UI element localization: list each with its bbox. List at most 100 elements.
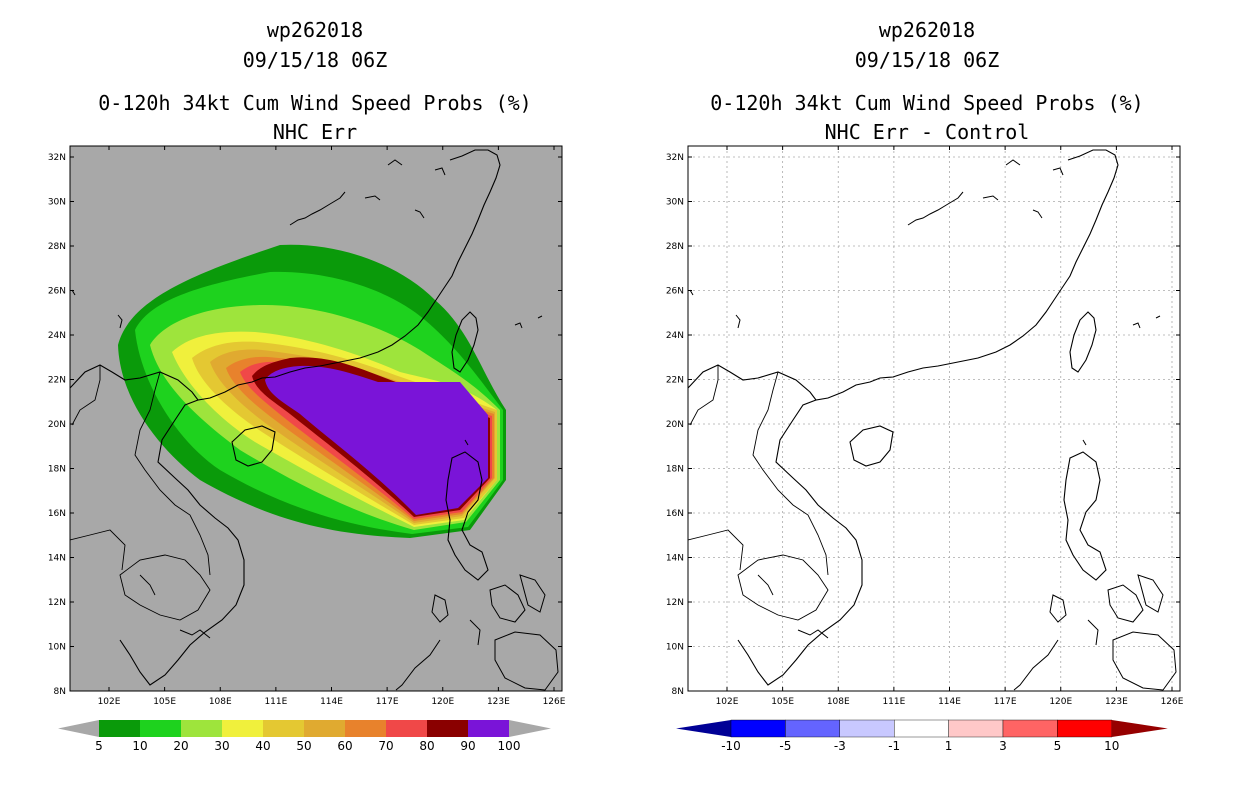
lon-label: 117E [376,697,399,707]
colorbar-swatch [468,720,509,737]
colorbar-label: 100 [498,739,521,753]
colorbar-over-arrow [509,720,551,737]
colorbar-label: 20 [173,739,188,753]
colorbar-label: 80 [419,739,434,753]
colorbar-over-arrow [1111,720,1168,737]
colorbar-swatch [730,719,786,738]
colorbar-label: 10 [132,739,147,753]
left-product-title: 0-120h 34kt Cum Wind Speed Probs (%) [98,91,532,115]
lon-label: 126E [543,697,566,707]
probability-contours [70,149,559,691]
colorbar-swatch [304,720,345,737]
lon-label: 102E [716,697,739,707]
lat-label: 10N [48,643,66,653]
lat-label: 14N [666,554,684,564]
right-subtitle: NHC Err - Control [824,120,1030,144]
right-storm-id: wp262018 [878,18,976,42]
lon-label: 114E [320,697,343,707]
lat-label: 8N [54,687,66,697]
lat-label: 22N [48,376,66,386]
lon-label: 108E [209,697,232,707]
colorbar-label: 40 [255,739,270,753]
lon-label: 123E [487,697,510,707]
colorbar-label: 30 [214,739,229,753]
colorbar-swatch [839,719,895,738]
lat-label: 20N [666,420,684,430]
colorbar-swatch [1057,719,1113,738]
colorbar-label: -10 [721,739,741,753]
lon-label: 105E [153,697,176,707]
colorbar-swatch [427,720,468,737]
colorbar-label: 3 [999,739,1007,753]
colorbar-swatch [263,720,304,737]
right-colorbar: -10 -5 -3 -1 1 3 5 10 [676,719,1168,753]
lat-label: 30N [48,198,66,208]
lon-label: 111E [882,697,905,707]
lon-label: 117E [994,697,1017,707]
lon-label: 111E [264,697,287,707]
lat-label: 18N [666,465,684,475]
colorbar-swatch [181,720,222,737]
right-product-title: 0-120h 34kt Cum Wind Speed Probs (%) [710,91,1144,115]
lat-label: 28N [666,242,684,252]
colorbar-swatch [948,719,1004,738]
colorbar-label: 10 [1104,739,1119,753]
lon-label: 108E [827,697,850,707]
lat-label: 28N [48,242,66,252]
colorbar-label: 5 [95,739,103,753]
lat-label: 26N [48,287,66,297]
colorbar-swatch [140,720,181,737]
left-axis-ticks: 32N 30N 28N 26N 24N 22N 20N 18N 16N 14N 12N 10N 8N 10… [48,146,566,707]
colorbar-label: 60 [337,739,352,753]
colorbar-label: 5 [1054,739,1062,753]
left-datetime: 09/15/18 06Z [242,48,388,72]
colorbar-swatch [99,720,140,737]
left-subtitle: NHC Err [272,120,358,144]
lat-label: 8N [672,687,684,697]
lat-label: 24N [48,331,66,341]
colorbar-swatch [386,720,427,737]
lat-label: 12N [666,598,684,608]
lat-label: 32N [48,153,66,163]
lat-label: 12N [48,598,66,608]
colorbar-under-arrow [58,720,99,737]
left-colorbar: 5 10 20 30 40 50 60 70 80 90 100 [58,720,551,753]
colorbar-label: 90 [460,739,475,753]
contour-90 [265,365,488,515]
colorbar-label: 50 [296,739,311,753]
colorbar-label: 1 [945,739,953,753]
lon-label: 120E [1049,697,1072,707]
lat-label: 10N [666,643,684,653]
colorbar-swatch [894,719,949,738]
lat-label: 16N [666,509,684,519]
lat-label: 26N [666,287,684,297]
colorbar-label: -5 [779,739,791,753]
colorbar-swatch [222,720,263,737]
lat-label: 32N [666,153,684,163]
colorbar-swatch [1002,719,1058,738]
lat-label: 30N [666,198,684,208]
colorbar-swatch [345,720,386,737]
lon-label: 123E [1105,697,1128,707]
lat-label: 14N [48,554,66,564]
right-map-panel: 32N 30N 28N 26N 24N 22N 20N 18N 16N 14N 12N 10N 8N 10… [666,145,1184,707]
lat-label: 16N [48,509,66,519]
lat-label: 20N [48,420,66,430]
colorbar-label: -1 [888,739,900,753]
colorbar-label: 70 [378,739,393,753]
lon-label: 114E [938,697,961,707]
left-storm-id: wp262018 [266,18,364,42]
colorbar-under-arrow [676,720,731,737]
lat-label: 22N [666,376,684,386]
right-datetime: 09/15/18 06Z [854,48,1000,72]
left-map-panel: 32N 30N 28N 26N 24N 22N 20N 18N 16N 14N 12N 10N 8N 10… [48,145,566,707]
lat-label: 18N [48,465,66,475]
lon-label: 126E [1161,697,1184,707]
colorbar-swatch [785,719,841,738]
lon-label: 102E [98,697,121,707]
lon-label: 120E [431,697,454,707]
lat-label: 24N [666,331,684,341]
colorbar-label: -3 [834,739,846,753]
lon-label: 105E [771,697,794,707]
